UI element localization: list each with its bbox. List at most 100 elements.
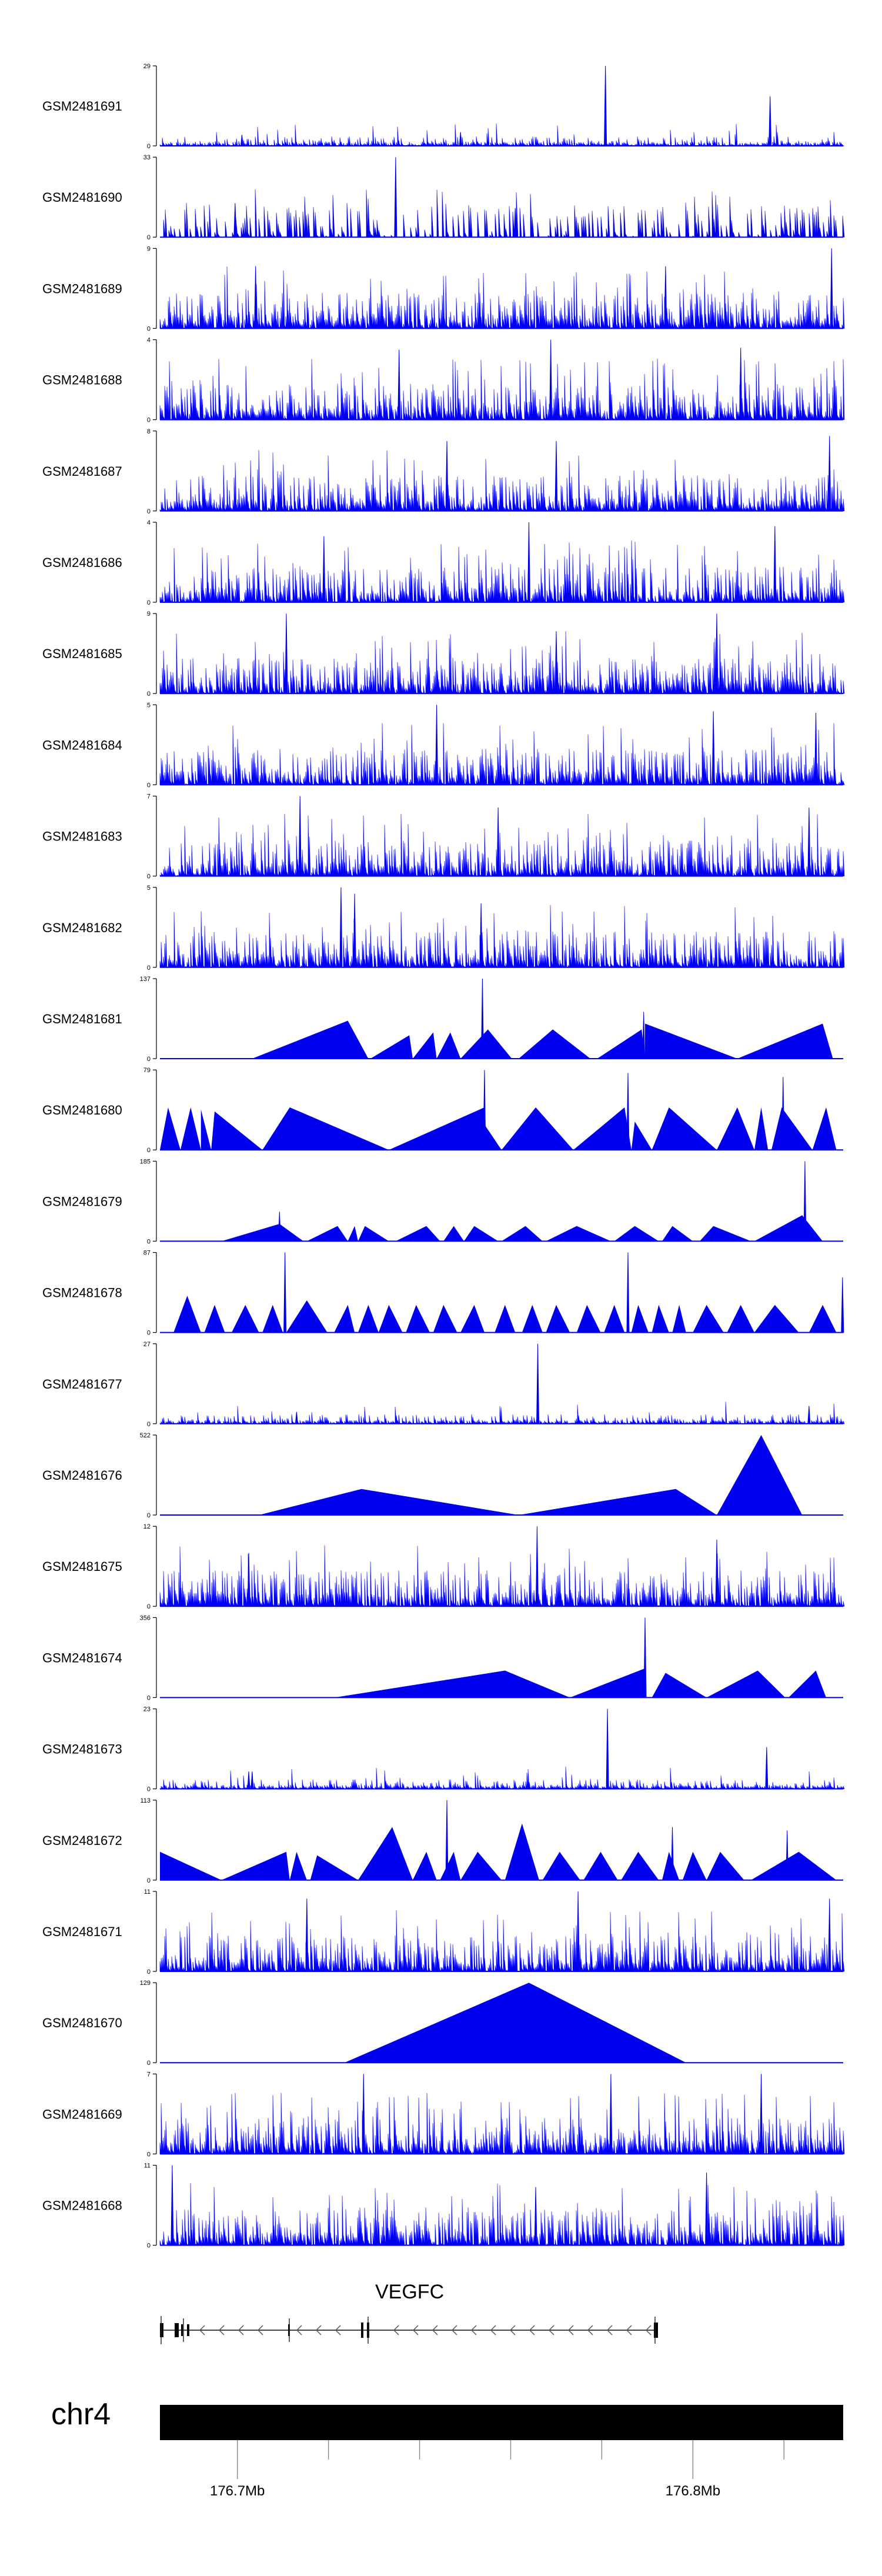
coverage-block — [717, 1107, 754, 1150]
coverage-block — [706, 1670, 786, 1698]
coverage-peak — [711, 711, 715, 785]
coverage-block — [583, 1851, 618, 1880]
coverage-peak — [643, 1617, 647, 1698]
track-GSM2481688: GSM2481688 4 0 — [42, 337, 845, 424]
coverage-area — [159, 631, 845, 695]
track-GSM2481678: GSM2481678 87 0 — [42, 1250, 844, 1337]
coverage-area — [159, 1402, 845, 1424]
strand-arrow-icon — [626, 2325, 632, 2335]
coverage-area — [159, 2183, 845, 2246]
coverage-peak — [247, 1771, 250, 1790]
coverage-peak — [828, 1898, 831, 1972]
coverage-peak — [705, 2172, 709, 2246]
coverage-block — [502, 1107, 574, 1150]
y-tick-label-min: 0 — [147, 2243, 151, 2250]
coverage-block — [771, 1107, 813, 1150]
coverage-block — [443, 1226, 465, 1242]
coverage-peak — [807, 807, 811, 877]
strand-arrow-icon — [315, 2325, 322, 2335]
y-tick-label-max: 79 — [143, 1067, 151, 1074]
coverage-block — [505, 1823, 539, 1880]
track-GSM2481673: GSM2481673 23 0 — [42, 1706, 845, 1793]
track-GSM2481690: GSM2481690 33 0 — [42, 154, 845, 241]
track-GSM2481686: GSM2481686 4 0 — [42, 519, 845, 606]
coverage-peak — [459, 132, 462, 146]
coverage-block — [706, 1851, 744, 1880]
coverage-peak — [642, 1012, 646, 1059]
coverage-peak — [435, 705, 439, 785]
track-label: GSM2481671 — [42, 1924, 122, 1939]
track-GSM2481672: GSM2481672 113 0 — [42, 1797, 843, 1884]
coverage-block — [812, 1107, 837, 1150]
y-tick-label-min: 0 — [147, 1694, 151, 1701]
coverage-block — [789, 1670, 826, 1698]
coverage-area — [159, 540, 845, 603]
track-label: GSM2481678 — [42, 1286, 122, 1300]
coverage-block — [652, 1107, 717, 1150]
coverage-peak — [353, 893, 356, 968]
track-label: GSM2481686 — [42, 555, 122, 570]
coverage-peak — [626, 1252, 630, 1333]
coverage-block — [597, 1029, 646, 1059]
coverage-peak — [479, 903, 483, 968]
y-tick-label-max: 11 — [144, 1888, 151, 1896]
coverage-block — [546, 1226, 611, 1242]
y-tick-label-max: 87 — [143, 1250, 151, 1257]
coverage-block — [378, 1304, 403, 1333]
strand-arrow-icon — [529, 2325, 535, 2335]
coverage-block — [306, 1226, 348, 1242]
coverage-block — [262, 1304, 283, 1333]
coverage-peak — [830, 248, 833, 329]
coverage-block — [754, 1304, 799, 1333]
track-GSM2481677: GSM2481677 27 0 — [42, 1341, 845, 1428]
coverage-block — [662, 1851, 680, 1880]
coverage-block — [204, 1304, 225, 1333]
track-label: GSM2481685 — [42, 646, 122, 661]
track-label: GSM2481669 — [42, 2107, 122, 2121]
coverage-area — [159, 905, 845, 968]
y-tick-label-max: 185 — [140, 1158, 151, 1165]
coverage-peak — [362, 2074, 365, 2154]
coverage-peak — [841, 1277, 844, 1333]
track-label: GSM2481687 — [42, 464, 122, 479]
track-GSM2481674: GSM2481674 356 0 — [42, 1614, 843, 1701]
coverage-block — [389, 1107, 485, 1150]
coverage-peak — [606, 1709, 609, 1790]
y-tick-label-max: 7 — [147, 2071, 151, 2078]
track-GSM2481682: GSM2481682 5 0 — [42, 885, 845, 972]
coverage-peak — [626, 1073, 630, 1150]
track-GSM2481669: GSM2481669 7 0 — [42, 2071, 845, 2158]
axis-tick-label: 176.8Mb — [666, 2483, 720, 2499]
y-tick-label-max: 11 — [144, 2163, 151, 2170]
coverage-block — [180, 1107, 201, 1150]
y-tick-label-min: 0 — [147, 1877, 151, 1884]
coverage-block — [808, 1304, 837, 1333]
coverage-area — [159, 449, 845, 512]
coverage-block — [436, 1032, 461, 1059]
chromosome-track: chr4 — [51, 2397, 843, 2440]
coverage-peak — [773, 526, 777, 603]
track-GSM2481685: GSM2481685 9 0 — [42, 610, 845, 698]
coverage-area — [159, 124, 845, 147]
coverage-peak — [549, 339, 553, 421]
coverage-block — [652, 1304, 669, 1333]
chromosome-label: chr4 — [51, 2397, 111, 2431]
coverage-block — [406, 1304, 430, 1333]
data-tracks: GSM2481691290GSM2481690330GSM248168990GS… — [42, 63, 845, 2250]
y-tick-label-min: 0 — [147, 599, 151, 606]
coverage-block — [614, 1226, 659, 1242]
y-tick-label-max: 33 — [143, 154, 151, 161]
track-label: GSM2481670 — [42, 2016, 122, 2030]
strand-arrow-icon — [490, 2325, 496, 2335]
coverage-peak — [394, 157, 397, 238]
coverage-block — [262, 1107, 389, 1150]
coverage-peak — [536, 1343, 540, 1424]
coverage-block — [652, 1673, 707, 1698]
coverage-block — [289, 1851, 307, 1880]
coverage-block — [358, 1226, 389, 1242]
strand-arrow-icon — [199, 2325, 205, 2335]
coverage-block — [699, 1226, 751, 1242]
track-GSM2481684: GSM2481684 5 0 — [42, 702, 845, 789]
coverage-peak — [527, 522, 530, 603]
